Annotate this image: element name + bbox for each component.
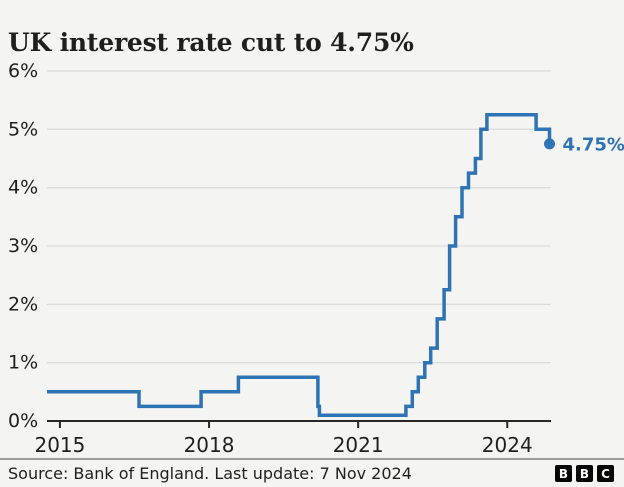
y-axis-label: 4% xyxy=(8,177,38,199)
x-axis-label: 2015 xyxy=(34,433,85,456)
y-axis-label: 6% xyxy=(8,60,38,82)
source-attribution: Source: Bank of England. Last update: 7 … xyxy=(8,464,412,483)
end-value-label: 4.75% xyxy=(563,134,624,155)
bbc-logo: B B C xyxy=(555,465,614,482)
bbc-logo-letter: B xyxy=(576,465,593,482)
chart-footer: Source: Bank of England. Last update: 7 … xyxy=(0,458,624,487)
rate-step-line xyxy=(47,113,552,417)
y-axis-label: 2% xyxy=(8,293,38,315)
y-axis-label: 3% xyxy=(8,235,38,257)
y-axis-label: 0% xyxy=(8,410,38,432)
chart-canvas: 0% 1% 2% 3% 4% 5% 6% 2015 2018 2021 2024 4.75% xyxy=(8,60,624,456)
y-axis-label: 1% xyxy=(8,352,38,374)
bbc-logo-letter: C xyxy=(597,465,614,482)
x-axis-label: 2018 xyxy=(184,433,235,456)
end-point-dot xyxy=(544,138,556,150)
x-axis-label: 2021 xyxy=(333,433,384,456)
y-axis-label: 5% xyxy=(8,118,38,140)
chart-title: UK interest rate cut to 4.75% xyxy=(8,27,414,57)
bbc-logo-letter: B xyxy=(555,465,572,482)
x-axis-label: 2024 xyxy=(482,433,533,456)
